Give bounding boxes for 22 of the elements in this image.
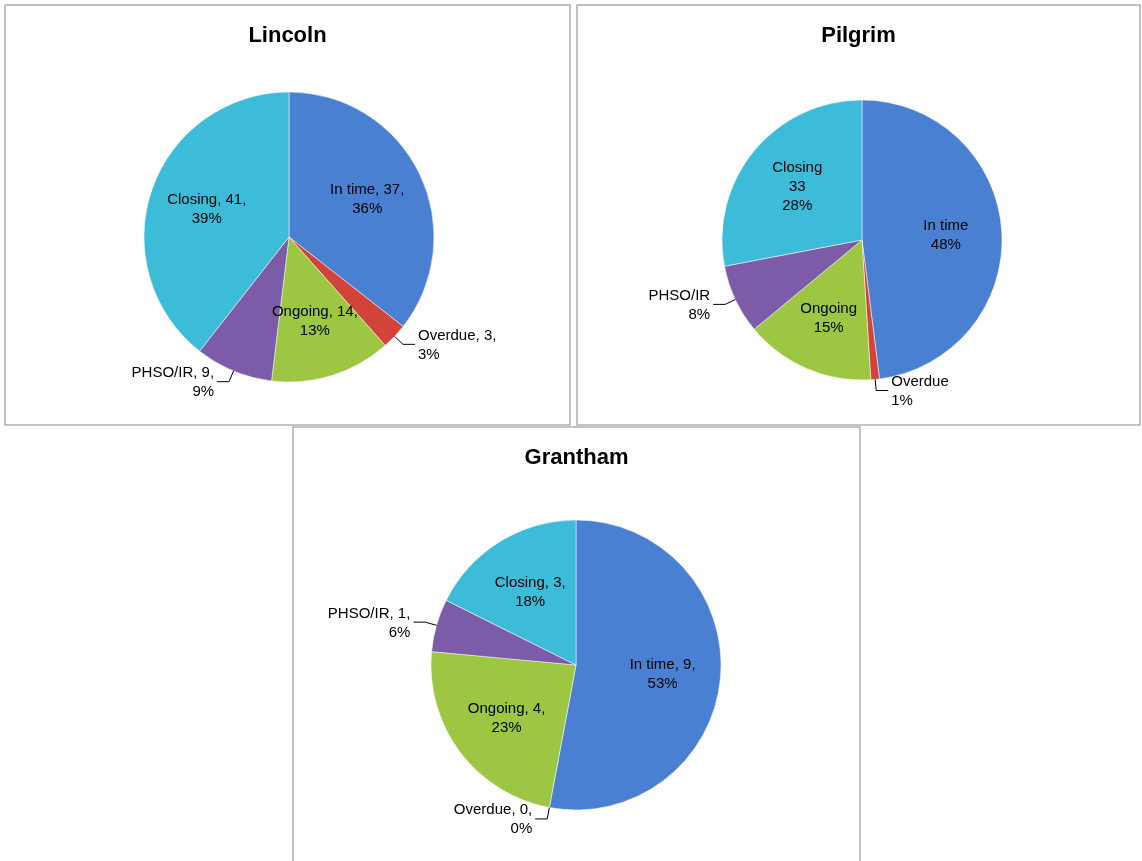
data-label: 8%	[688, 304, 711, 322]
slice-label: In time, 9, 53%	[629, 654, 696, 691]
slice-label: Ongoing	[800, 298, 857, 316]
chart-title: Grantham	[524, 444, 629, 469]
data-label: 1%	[891, 391, 913, 409]
data-label: 33 28%	[782, 177, 813, 214]
chart-title: Pilgrim	[821, 22, 896, 47]
slice-label: PHSO/IR, 9, 9%	[131, 363, 215, 400]
data-label: 15%	[813, 317, 844, 335]
slice-label: Closing, 41, 39%	[167, 190, 247, 227]
chart-title: Lincoln	[248, 22, 327, 47]
slice-label: Closing	[772, 158, 823, 176]
slice-label: Ongoing, 4, 23%	[467, 698, 546, 735]
slice-label: PHSO/IR, 1, 6%	[327, 603, 411, 640]
data-label: 48%	[930, 235, 961, 253]
slice-label: Closing, 3, 18%	[494, 572, 566, 609]
legend-label: Overdue, 0, 0%	[453, 800, 533, 837]
slice-label: Overdue, 3, 3%	[418, 325, 497, 362]
slice-label: Overdue	[891, 372, 949, 390]
slice-label: In time, 37, 36%	[330, 180, 405, 217]
slice-label: In time	[923, 216, 969, 234]
slice-label: PHSO/IR	[648, 285, 711, 303]
